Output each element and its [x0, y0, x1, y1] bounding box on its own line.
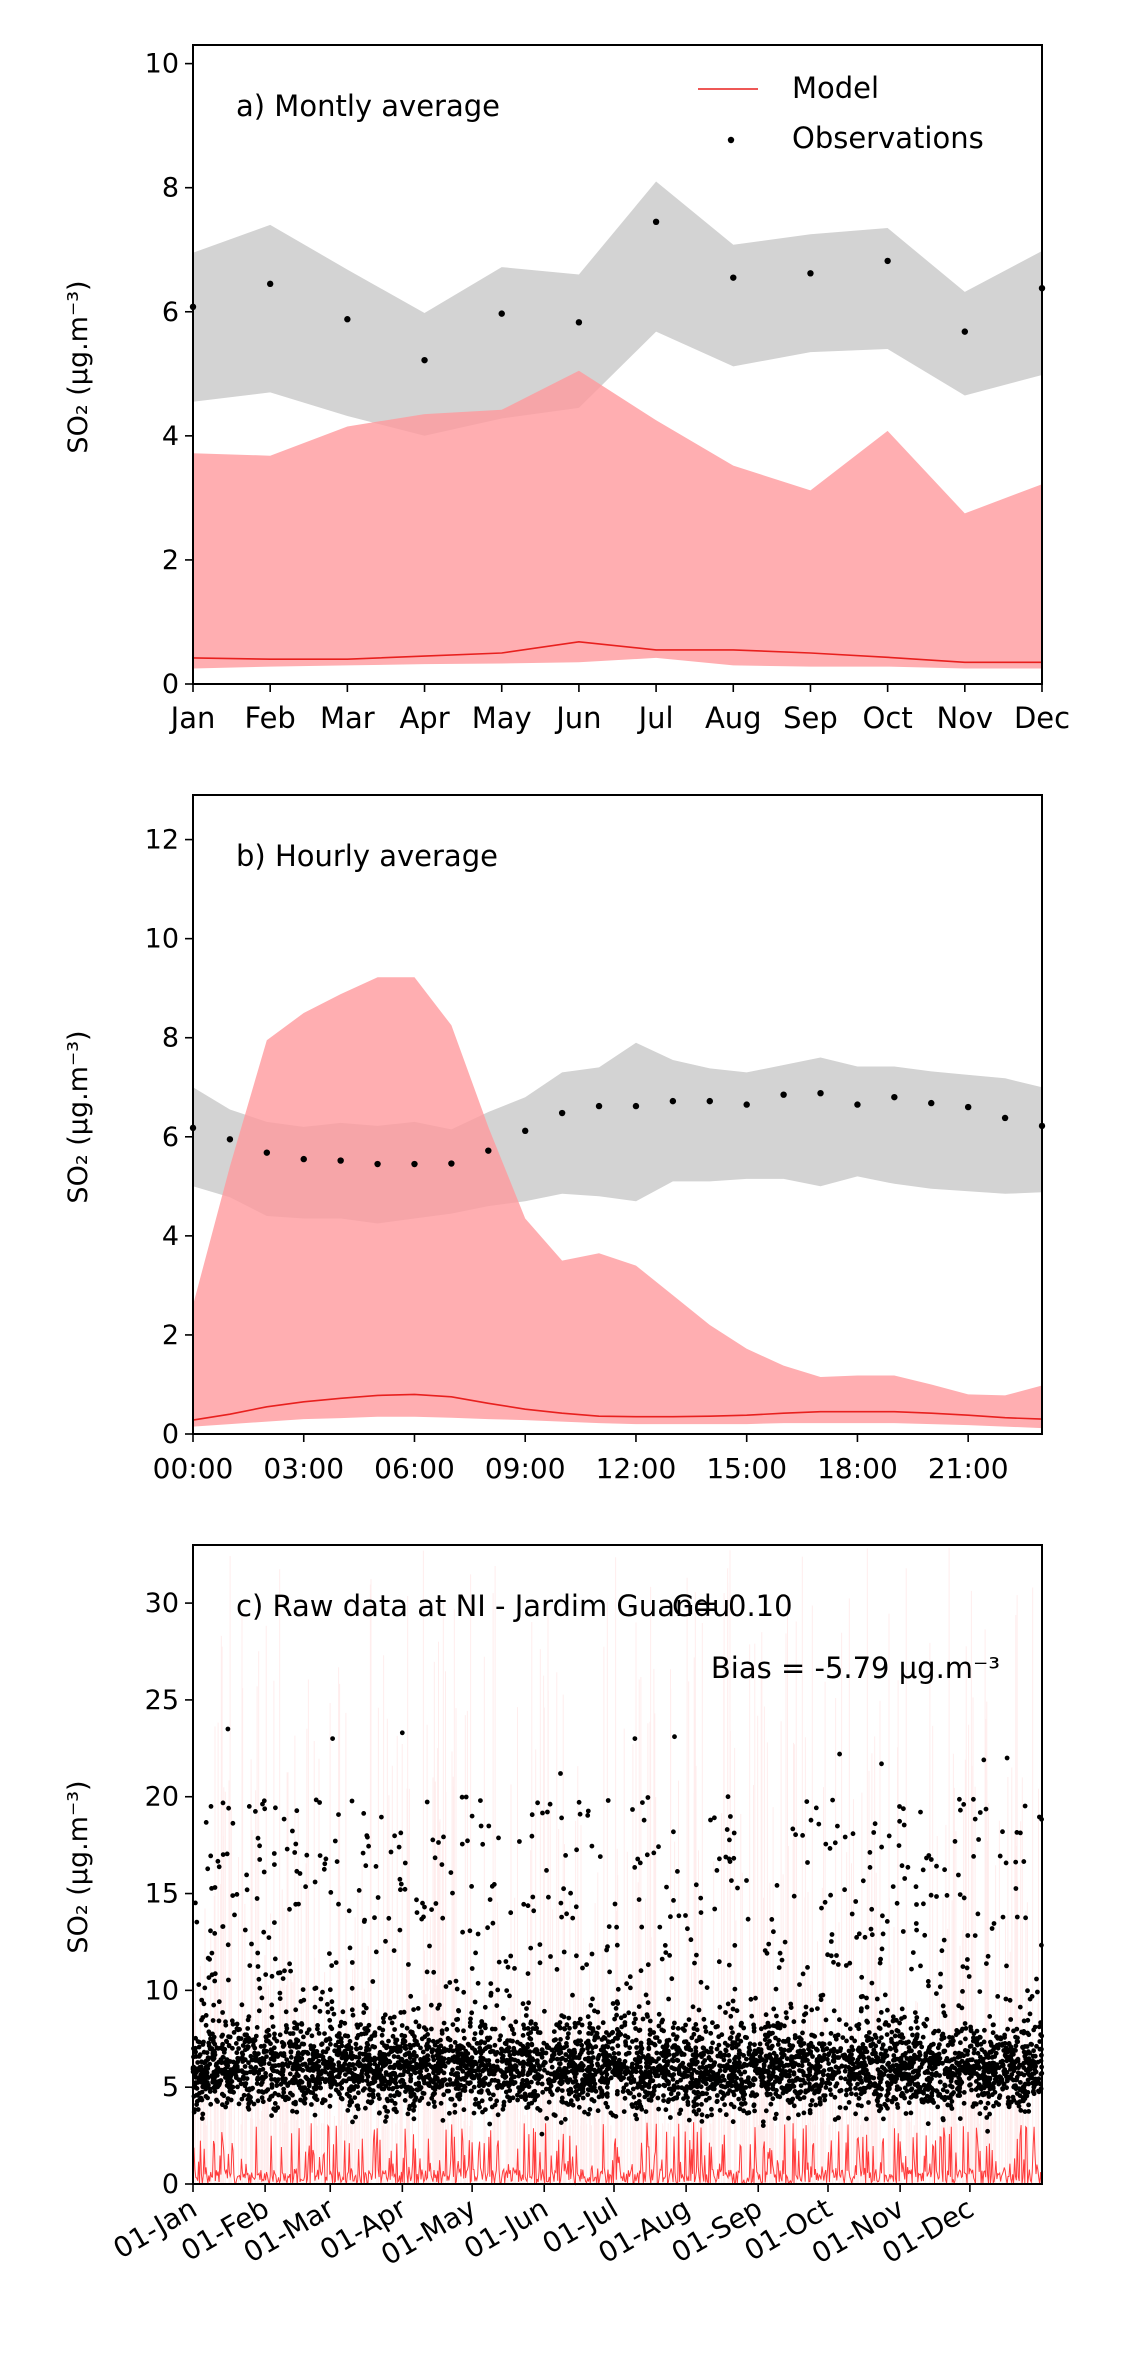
panel-c-label: c) Raw data at NI - Jardim Guandu — [236, 1589, 730, 1623]
panel-a-xtick-label: Dec — [1014, 701, 1070, 735]
legend-observations-swatch — [727, 136, 735, 144]
panel-b-xtick-label: 12:00 — [596, 1452, 677, 1485]
panel-a-xtick-label: May — [472, 701, 532, 735]
panel-c-ytick-label: 5 — [162, 2072, 179, 2103]
panel-b-ytick-label: 12 — [145, 825, 179, 856]
panel-a-ytick-label: 10 — [145, 49, 179, 80]
observation-point — [498, 310, 505, 317]
panel-b-ytick-label: 10 — [145, 924, 179, 955]
observation-point — [652, 218, 660, 226]
observation-point — [344, 316, 351, 323]
observation-point — [266, 280, 274, 288]
observation-point — [300, 1155, 307, 1163]
observation-point — [884, 257, 891, 265]
panel-c-g-annotation: G= 0.10 — [672, 1589, 793, 1623]
panel-c-ytick-label: 25 — [145, 1685, 179, 1716]
panel-b-ytick-label: 0 — [162, 1419, 179, 1450]
panel-c-ytick-label: 15 — [145, 1879, 179, 1910]
panel-a-plot: 0 2 4 6 8 10 Jan Feb Mar Apr May Jun Jul Aug Sep Oct Nov… — [145, 49, 1070, 735]
model-line — [192, 1393, 1043, 1421]
panel-a-xtick-label: Jan — [169, 701, 216, 735]
panel-a-ytick-label: 6 — [162, 297, 179, 328]
panel-c-ytick-label: 0 — [162, 2169, 179, 2200]
observation-point — [374, 1160, 381, 1168]
panel-b-xtick-label: 18:00 — [817, 1452, 898, 1485]
panel-c-ylabel: SO₂ (μg.m⁻³) — [63, 1780, 94, 1953]
panel-a-xtick-label: Apr — [399, 701, 449, 735]
observation-point — [964, 1103, 972, 1111]
panel-a-ylabel: SO₂ (μg.m⁻³) — [63, 280, 94, 453]
panel-b-xtick-label: 03:00 — [263, 1452, 344, 1485]
panel-b-ytick-label: 4 — [162, 1221, 179, 1252]
panel-b-plot: 0 2 4 6 8 10 12 00:00 03:00 06:00 09:00 12:00 15:00 1… — [145, 825, 1046, 1485]
panel-a-ytick-label: 0 — [162, 669, 179, 700]
panel-b-ytick-label: 2 — [162, 1320, 179, 1351]
observation-point — [337, 1157, 344, 1164]
panel-b-xtick-label: 15:00 — [706, 1452, 787, 1485]
observation-point — [1001, 1114, 1009, 1122]
panel-a-xtick-label: Feb — [245, 701, 296, 735]
panel-a-legend: Model Observations — [698, 71, 984, 155]
observation-point — [421, 356, 428, 364]
observation-point — [522, 1127, 529, 1135]
observation-points — [190, 1726, 1045, 2137]
panel-a-xtick-label: Jul — [637, 701, 674, 735]
panel-c-frame — [192, 1544, 1043, 2185]
panel-a-xtick-label: Oct — [863, 701, 913, 735]
observation-point — [730, 274, 737, 281]
panel-a-xtick-label: Mar — [320, 701, 375, 735]
panel-a-label: a) Montly average — [236, 89, 500, 123]
panel-b-label: b) Hourly average — [236, 839, 498, 873]
observation-point — [575, 319, 583, 326]
observations-band — [193, 181, 1042, 436]
observation-point — [743, 1101, 750, 1108]
panel-a-xtick-label: Jun — [554, 701, 601, 735]
observation-point — [595, 1102, 603, 1110]
observation-point — [706, 1097, 713, 1105]
panel-b-ytick-label: 8 — [162, 1023, 179, 1054]
panel-b-xtick-label: 00:00 — [153, 1452, 234, 1485]
panel-a: SO₂ (μg.m⁻³) 0 2 4 6 8 10 Jan Feb Mar Apr May Jun Ju… — [63, 44, 1070, 735]
panel-b-ytick-label: 6 — [162, 1122, 179, 1153]
panel-a-xtick-label: Nov — [937, 701, 994, 735]
observation-point — [891, 1093, 898, 1101]
observation-point — [780, 1091, 787, 1098]
observation-point — [263, 1149, 271, 1156]
observation-point — [928, 1099, 935, 1107]
observation-point — [485, 1147, 492, 1154]
observation-point — [411, 1160, 418, 1168]
model-line — [192, 640, 1042, 664]
panel-b-frame — [192, 794, 1043, 1435]
panel-b: SO₂ (μg.m⁻³) 0 2 4 6 8 10 12 00:00 03:00 06:00 09:… — [63, 794, 1046, 1485]
observation-point — [632, 1102, 640, 1110]
observation-point — [817, 1090, 824, 1097]
panel-b-xtick-label: 06:00 — [374, 1452, 455, 1485]
model-line — [192, 2122, 1042, 2186]
panel-a-frame — [192, 44, 1043, 685]
observation-point — [961, 328, 969, 335]
panel-a-xtick-label: Aug — [705, 701, 762, 735]
panel-c-ytick-label: 10 — [145, 1975, 179, 2006]
panel-a-ytick-label: 2 — [162, 545, 179, 576]
panel-a-ytick-label: 8 — [162, 173, 179, 204]
observation-point — [558, 1109, 566, 1117]
panel-c-ytick-label: 30 — [145, 1588, 179, 1619]
panel-c-bias-annotation: Bias = -5.79 μg.m⁻³ — [711, 1651, 1000, 1685]
panel-b-xtick-label: 21:00 — [928, 1452, 1009, 1485]
panel-a-ytick-label: 4 — [162, 421, 179, 452]
observation-point — [669, 1097, 677, 1105]
model-band — [193, 977, 1042, 1429]
panel-b-ylabel: SO₂ (μg.m⁻³) — [63, 1030, 94, 1203]
panel-c-ytick-label: 20 — [145, 1782, 179, 1813]
panel-b-xtick-label: 09:00 — [485, 1452, 566, 1485]
observation-point — [807, 270, 814, 277]
observation-point — [854, 1101, 861, 1108]
observation-point — [226, 1136, 234, 1143]
legend-observations-label: Observations — [792, 121, 984, 155]
panel-a-xtick-label: Sep — [783, 701, 838, 735]
observation-point — [448, 1160, 455, 1167]
legend-model-label: Model — [792, 71, 879, 105]
model-band — [193, 370, 1042, 669]
